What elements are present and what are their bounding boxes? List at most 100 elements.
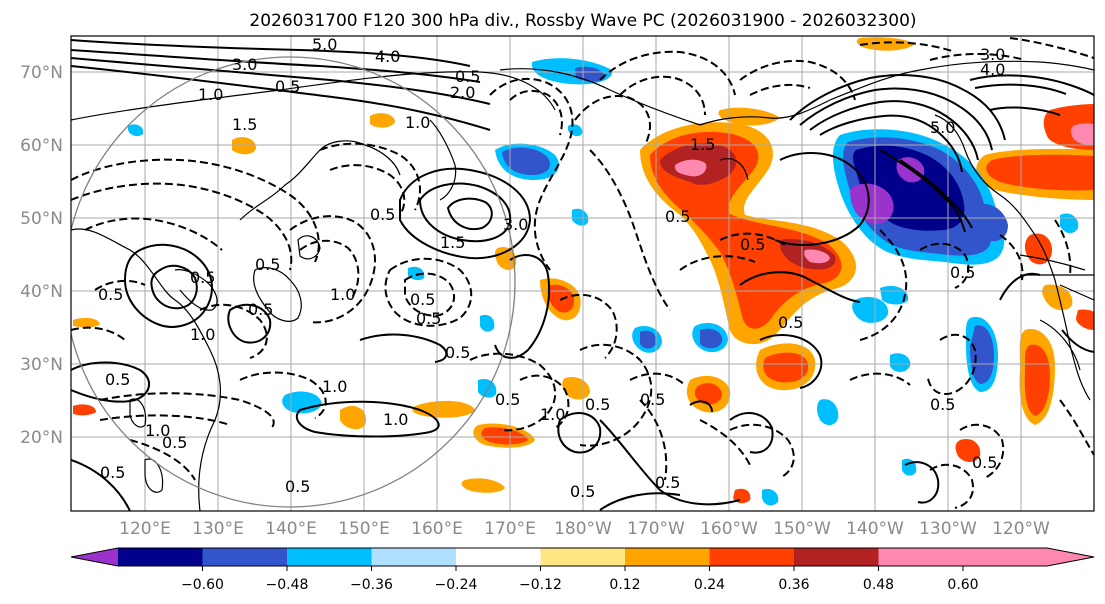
contour-label: 0.5 — [585, 395, 610, 414]
contour-label: 0.5 — [275, 77, 300, 96]
colorbar-ticks — [202, 566, 964, 571]
colorbar-min-extension — [71, 548, 118, 566]
contour-labels: 5.0 4.0 3.0 0.5 1.0 1.5 2.0 0.5 1.0 3.0 … — [98, 35, 1005, 501]
contour-label: 0.5 — [162, 433, 187, 452]
positive-contours — [71, 39, 1094, 511]
lon-label: 180°W — [554, 519, 612, 539]
contour-label: 0.5 — [972, 453, 997, 472]
contour-label: 1.5 — [440, 233, 465, 252]
colorbar-swatch — [371, 548, 456, 566]
colorbar-swatch — [202, 548, 287, 566]
colorbar-tick-label: −0.12 — [519, 577, 562, 593]
lon-label: 160°E — [411, 519, 463, 539]
contour-label: 3.0 — [232, 55, 257, 74]
contour-label: 0.5 — [416, 309, 441, 328]
figure-title: 2026031700 F120 300 hPa div., Rossby Wav… — [249, 11, 916, 31]
contour-label: 0.5 — [445, 343, 470, 362]
lat-label: 20°N — [20, 428, 63, 448]
lon-label: 170°W — [627, 519, 685, 539]
contour-label: 1.0 — [198, 85, 223, 104]
colorbar-swatch — [287, 548, 372, 566]
contour-label: 1.0 — [322, 377, 347, 396]
contour-label: 0.5 — [495, 390, 520, 409]
colorbar-tick-label: −0.60 — [181, 577, 224, 593]
contour-label: 0.5 — [655, 473, 680, 492]
lon-label: 120°W — [992, 519, 1050, 539]
contour-label: 1.0 — [190, 325, 215, 344]
colorbar-outline — [70, 547, 1095, 567]
contour-label: 1.0 — [540, 405, 565, 424]
lon-label: 150°E — [338, 519, 390, 539]
contour-label: 1.5 — [690, 135, 715, 154]
contour-label: 0.5 — [255, 255, 280, 274]
contour-label: 5.0 — [930, 118, 955, 137]
contour-label: 1.0 — [145, 421, 170, 440]
colorbar-swatch — [794, 548, 879, 566]
colorbar-tick-label: −0.48 — [266, 577, 309, 593]
colorbar-tick-label: 0.48 — [863, 577, 894, 593]
contour-label: 0.5 — [640, 390, 665, 409]
contour-label: 1.5 — [232, 115, 257, 134]
lon-label: 150°W — [773, 519, 831, 539]
contour-label: 0.5 — [190, 268, 215, 287]
contour-label: 0.5 — [950, 263, 975, 282]
colorbar-tick-label: 0.12 — [609, 577, 640, 593]
contour-label: 3.0 — [503, 215, 528, 234]
colorbar-swatch — [709, 548, 794, 566]
coastlines — [71, 60, 1094, 511]
negative-contours — [71, 37, 1094, 509]
contour-label: 1.0 — [330, 285, 355, 304]
lon-label: 160°W — [700, 519, 758, 539]
contour-label: 0.5 — [98, 285, 123, 304]
lon-label: 140°W — [846, 519, 904, 539]
reference-circle — [71, 56, 516, 508]
contour-label: 4.0 — [980, 60, 1005, 79]
colorbar-swatch — [540, 548, 625, 566]
contour-label: 0.5 — [740, 235, 765, 254]
colorbar-tick-label: 0.60 — [947, 577, 978, 593]
contour-label: 0.5 — [665, 207, 690, 226]
contour-label: 1.0 — [405, 113, 430, 132]
contour-label: 0.5 — [410, 290, 435, 309]
contour-label: 0.5 — [248, 300, 273, 319]
lon-label: 170°E — [484, 519, 536, 539]
contour-label: 0.5 — [455, 67, 480, 86]
colorbar-tick-label: −0.24 — [435, 577, 478, 593]
colorbar-tick-label: 0.24 — [694, 577, 725, 593]
colorbar-max-extension — [963, 548, 1094, 566]
contour-label: 0.5 — [370, 205, 395, 224]
colorbar-tick-label: −0.36 — [350, 577, 393, 593]
contour-label: 0.5 — [100, 463, 125, 482]
contour-label: 0.5 — [570, 482, 595, 501]
contour-label: 0.5 — [105, 370, 130, 389]
colorbar-swatch — [878, 548, 963, 566]
contour-label: 0.5 — [285, 477, 310, 496]
latitude-labels: 70°N 60°N 50°N 40°N 30°N 20°N — [20, 63, 63, 448]
lat-label: 30°N — [20, 355, 63, 375]
map-panel: 5.0 4.0 3.0 0.5 1.0 1.5 2.0 0.5 1.0 3.0 … — [71, 35, 1094, 511]
lon-label: 120°E — [119, 519, 171, 539]
contour-label: 3.0 — [980, 45, 1005, 64]
contour-label: 1.0 — [383, 410, 408, 429]
colorbar: −0.60 −0.48 −0.36 −0.24 −0.12 0.12 0.24 … — [70, 547, 1095, 593]
colorbar-swatch — [456, 548, 541, 566]
colorbar-tick-label: 0.36 — [778, 577, 809, 593]
lat-label: 60°N — [20, 136, 63, 156]
lat-label: 70°N — [20, 63, 63, 83]
contour-label: 2.0 — [450, 83, 475, 102]
lon-label: 130°E — [192, 519, 244, 539]
lon-label: 140°E — [265, 519, 317, 539]
colorbar-swatch — [625, 548, 710, 566]
contour-label: 5.0 — [312, 35, 337, 54]
lat-label: 50°N — [20, 209, 63, 229]
colorbar-swatch — [118, 548, 203, 566]
lon-label: 130°W — [919, 519, 977, 539]
longitude-labels: 120°E 130°E 140°E 150°E 160°E 170°E 180°… — [119, 519, 1050, 539]
negative-divergence-shading — [128, 58, 1079, 506]
map-frame — [70, 35, 1095, 512]
lat-label: 40°N — [20, 282, 63, 302]
contour-label: 4.0 — [375, 47, 400, 66]
contour-label: 0.5 — [930, 395, 955, 414]
contour-label: 0.5 — [778, 313, 803, 332]
